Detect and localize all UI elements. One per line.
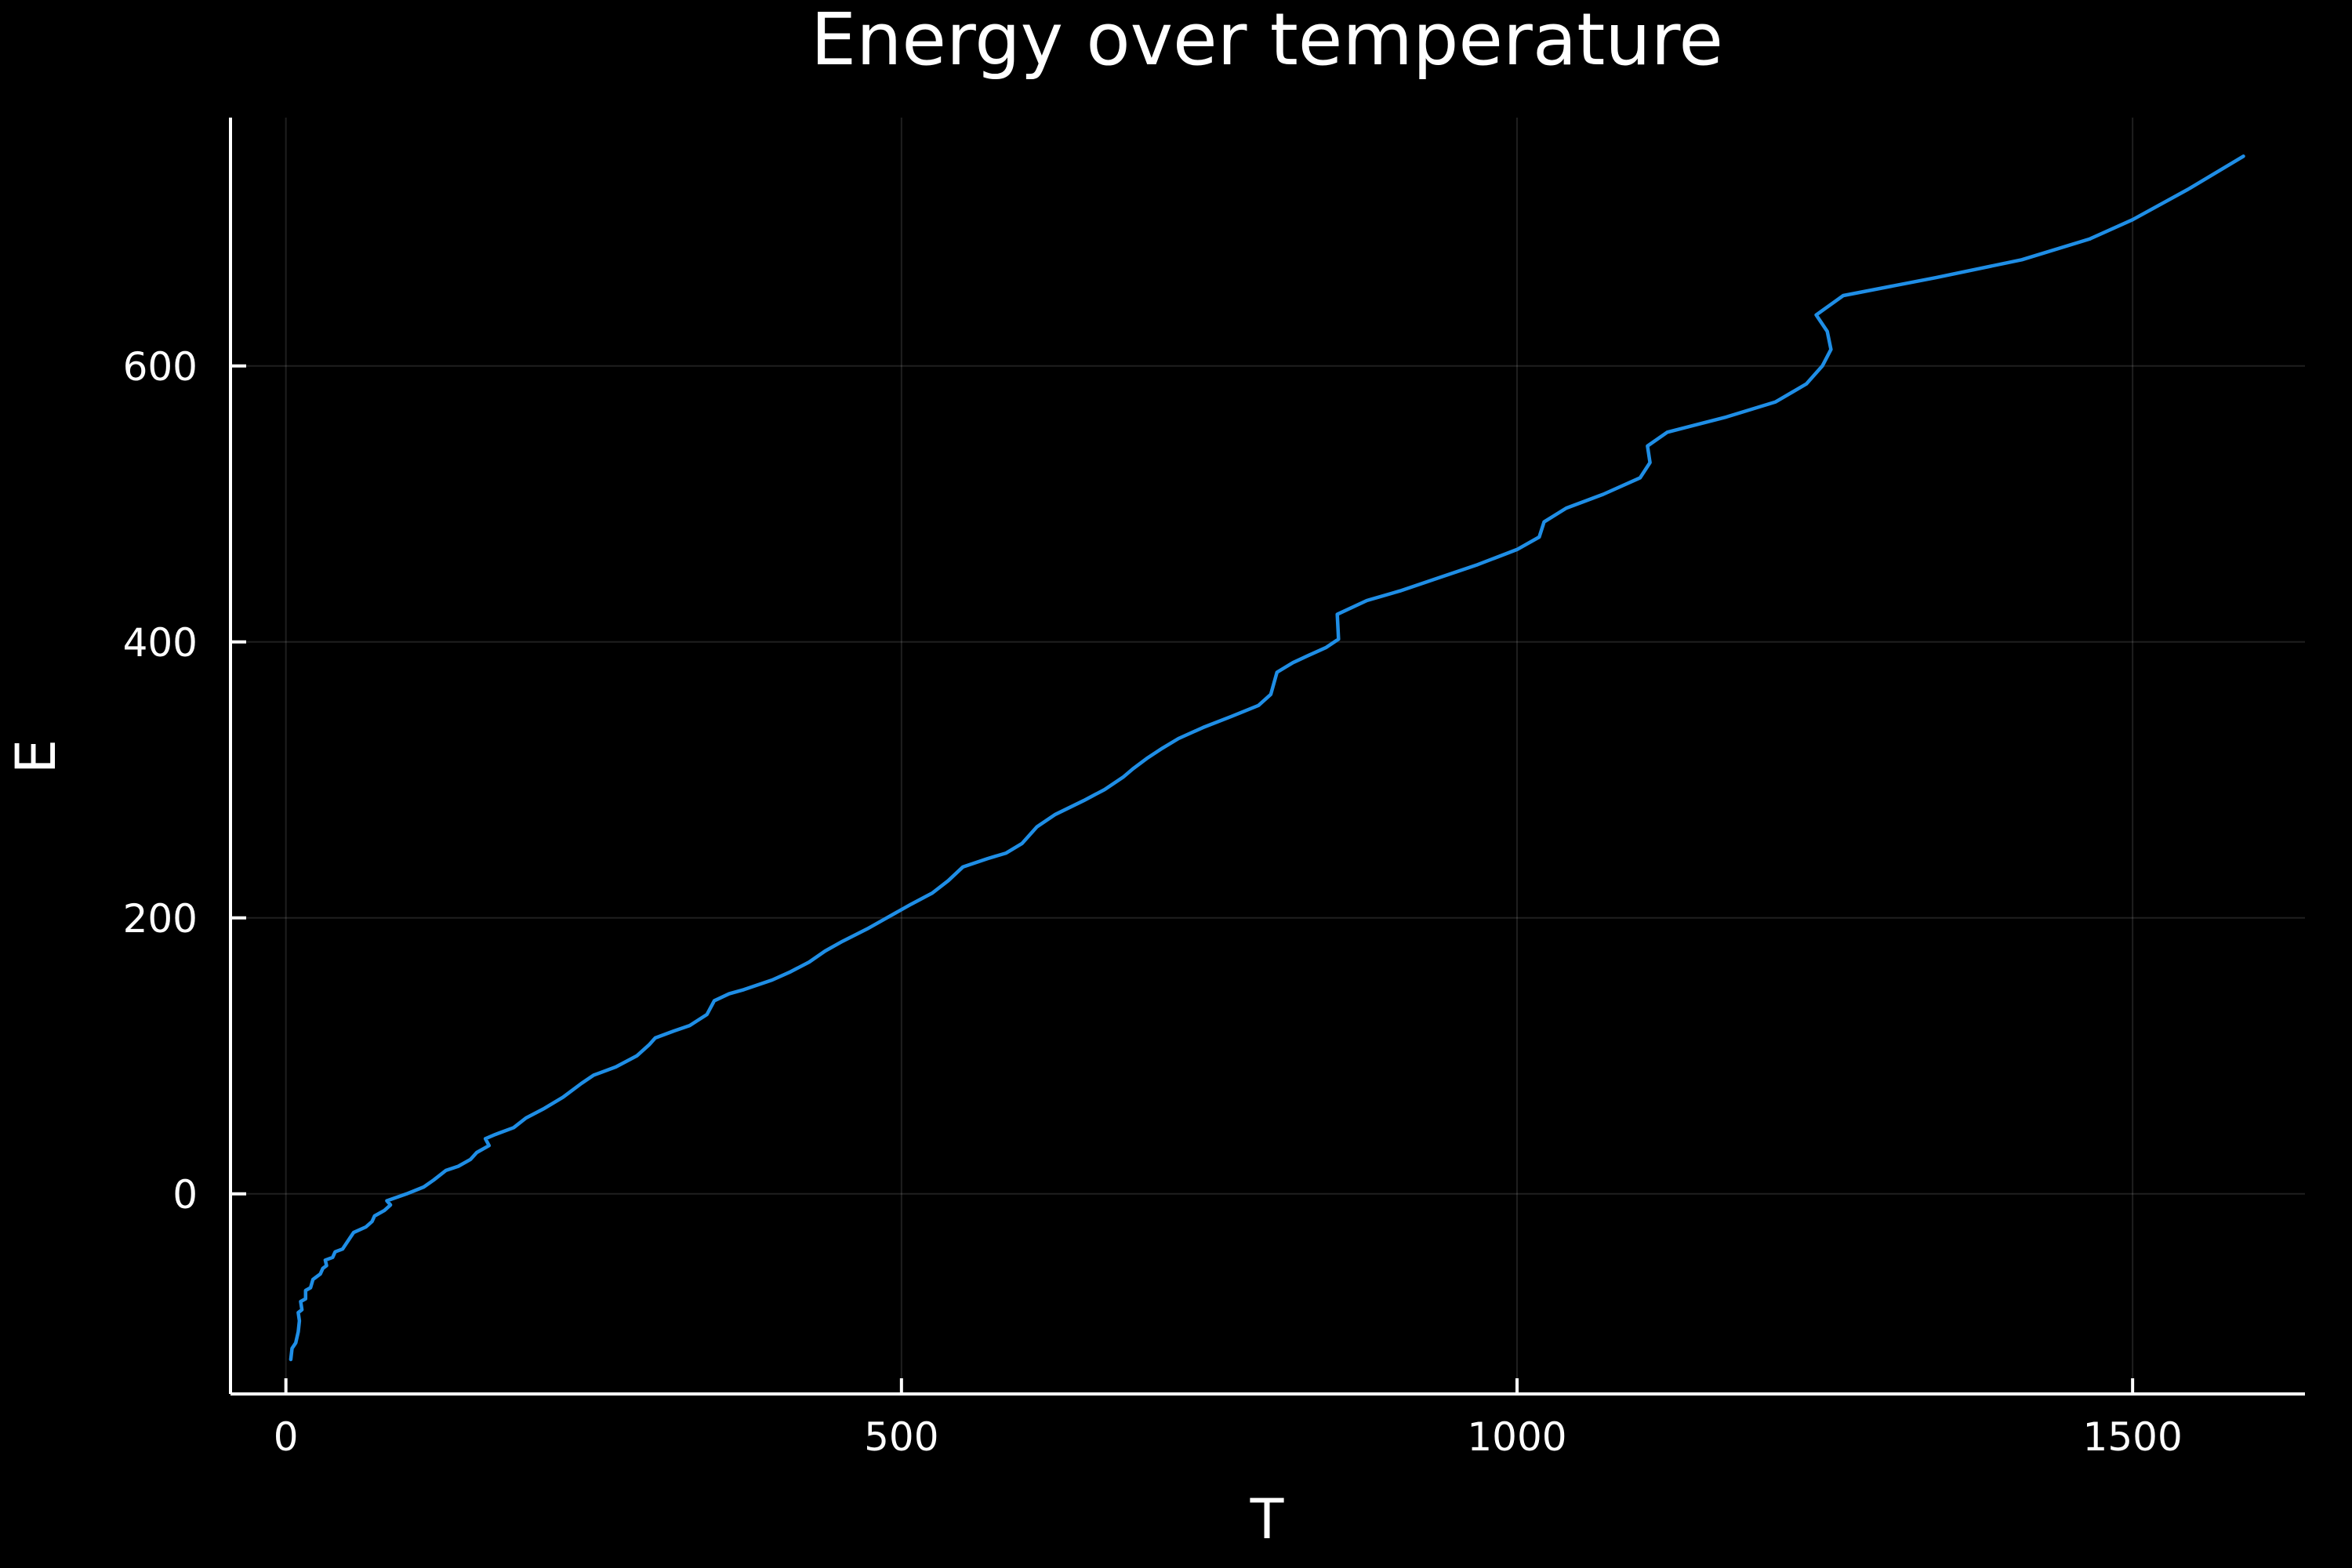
x-axis-ticks: 0 500 1000 1500 — [274, 1378, 2183, 1460]
y-tick-label: 200 — [123, 896, 198, 942]
y-grid-lines — [230, 365, 2305, 1195]
x-tick-label: 0 — [274, 1414, 299, 1460]
x-axis-title: T — [1250, 1487, 1284, 1552]
y-tick-label: 400 — [123, 620, 198, 666]
y-tick-label: 600 — [123, 344, 198, 390]
y-tick-label: 0 — [172, 1172, 198, 1218]
series-layer — [289, 154, 2245, 1362]
x-tick-label: 500 — [864, 1414, 938, 1460]
x-tick-label: 1000 — [1467, 1414, 1566, 1460]
y-axis-ticks: 0 200 400 600 — [123, 344, 246, 1218]
series-line — [289, 154, 2245, 1362]
chart-title: Energy over temperature — [811, 0, 1723, 82]
x-grid-lines — [285, 118, 2134, 1394]
y-axis-title: E — [4, 739, 68, 774]
x-tick-label: 1500 — [2083, 1414, 2183, 1460]
